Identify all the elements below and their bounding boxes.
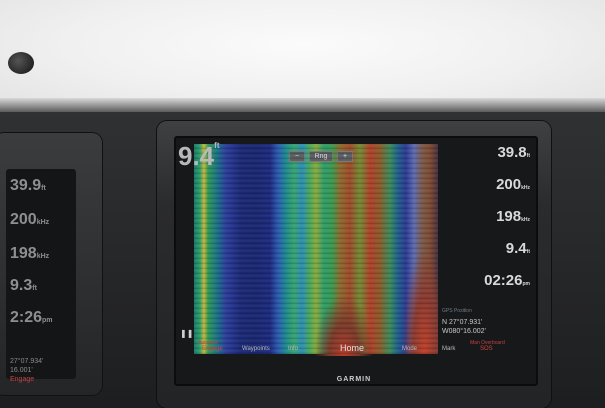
range-button[interactable]: Rng: [309, 151, 333, 162]
data-field-1: 39.8ft: [497, 144, 530, 161]
left-screen: 39.9ft 200kHz 198kHz 9.3ft 2:26pm 27°07.…: [6, 169, 76, 383]
left-value-1: 39.9ft: [10, 177, 46, 194]
menu-home[interactable]: Home: [340, 343, 365, 353]
menu-mark[interactable]: Mark: [442, 346, 456, 352]
left-coordinates: 27°07.934' 16.001' Engage: [10, 358, 44, 383]
left-value-3: 198kHz: [10, 245, 50, 262]
sonar-view[interactable]: − Rng +: [194, 144, 438, 356]
menu-engage[interactable]: Engage: [202, 346, 223, 352]
zoom-out-button[interactable]: −: [289, 151, 305, 162]
left-value-4: 9.3ft: [10, 277, 37, 294]
dashboard-top: [0, 0, 605, 112]
man-overboard-label: Man Overboard: [470, 340, 505, 346]
data-field-4: 9.4ft: [505, 240, 530, 257]
autopilot-label: Autopilot: [198, 340, 218, 346]
main-chartplotter: − Rng + 9.4ft ❚❚ 39.8ft 200kHz 198kHz 9.…: [157, 121, 551, 408]
data-field-2: 200kHz: [496, 176, 530, 193]
left-value-5: 2:26pm: [10, 309, 53, 326]
touchscreen[interactable]: − Rng + 9.4ft ❚❚ 39.8ft 200kHz 198kHz 9.…: [174, 136, 538, 386]
brand-logo: GARMIN: [336, 376, 372, 383]
depth-readout: 9.4ft: [178, 141, 220, 171]
zoom-in-button[interactable]: +: [337, 151, 353, 162]
range-controls: − Rng +: [289, 151, 353, 162]
left-value-2: 200kHz: [10, 211, 50, 228]
pause-icon[interactable]: ❚❚: [180, 329, 194, 338]
gps-coordinates: N 27°07.931' W080°16.002': [442, 319, 486, 335]
menu-mode[interactable]: Mode: [402, 346, 418, 352]
menu-info[interactable]: Info: [288, 346, 299, 352]
time-field: 02:26pm: [484, 272, 530, 289]
dashboard-knob: [8, 52, 34, 74]
menu-sos[interactable]: SOS: [480, 346, 493, 352]
left-chartplotter: 39.9ft 200kHz 198kHz 9.3ft 2:26pm 27°07.…: [0, 133, 102, 395]
menu-waypoints[interactable]: Waypoints: [242, 346, 270, 352]
bottom-menu: Autopilot Engage Waypoints Info Home Mod…: [194, 340, 512, 358]
data-field-3: 198kHz: [496, 208, 530, 225]
position-label: GPS Position: [442, 308, 472, 314]
sonar-return: [404, 254, 438, 354]
dashboard-rim: [0, 98, 605, 114]
